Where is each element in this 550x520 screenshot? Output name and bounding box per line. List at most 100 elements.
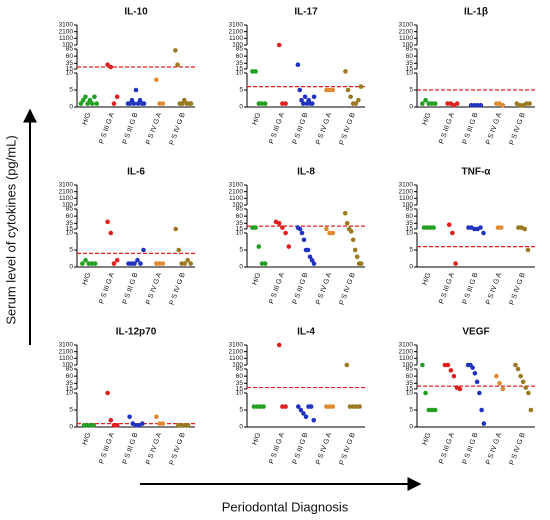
y-tick-label: 0 (69, 424, 73, 431)
x-tick-label: P S IV G A (485, 272, 503, 306)
x-tick-label: P S III G B (122, 432, 140, 466)
data-point (299, 230, 305, 236)
data-point (354, 404, 359, 409)
x-tick-label: P S III G B (122, 112, 140, 146)
data-point (330, 404, 336, 409)
panel-title: VEGF (462, 327, 489, 338)
y-tick-label: 2100 (399, 188, 414, 195)
y-tick-label: 85 (236, 366, 244, 373)
x-tick-label: H/G (252, 112, 263, 126)
x-tick-label: P S III G A (98, 272, 116, 305)
data-point (87, 97, 93, 103)
data-point (330, 87, 336, 93)
data-point (429, 101, 435, 106)
data-point (283, 101, 288, 106)
y-axis-label: Serum level of cytokines (pg/mL) (3, 135, 18, 324)
data-point (256, 244, 262, 249)
panel-title: IL-6 (127, 167, 145, 178)
y-tick-label: 1100 (229, 355, 243, 362)
data-point (176, 247, 181, 253)
data-point (258, 404, 263, 409)
data-point (453, 261, 458, 266)
data-point (111, 423, 117, 428)
data-point (280, 404, 285, 409)
data-point (522, 226, 528, 232)
y-tick-label: 2100 (229, 28, 244, 35)
data-point (105, 62, 110, 68)
y-tick-label: 1100 (59, 195, 73, 202)
x-tick-label: P S IV G B (509, 112, 527, 146)
data-point (311, 94, 317, 100)
y-tick-label: 60 (236, 373, 244, 380)
data-point (358, 84, 364, 89)
data-point (80, 261, 85, 266)
y-tick-label: 10 (66, 390, 74, 397)
data-point (330, 230, 336, 236)
data-point (114, 94, 120, 100)
data-point (188, 101, 194, 106)
data-point (516, 225, 521, 230)
data-point (432, 101, 438, 106)
x-tick-label: P S IV G A (145, 432, 163, 466)
data-point (517, 103, 523, 108)
data-point (500, 103, 506, 108)
data-point (141, 101, 147, 106)
data-point (114, 257, 120, 263)
y-tick-label: 35 (406, 220, 414, 227)
y-tick-label: 5 (239, 87, 243, 94)
data-point (105, 219, 110, 225)
data-point (350, 404, 356, 409)
y-tick-label: 35 (66, 220, 74, 227)
y-tick-label: 15 (406, 66, 414, 73)
x-tick-label: P S III G B (292, 272, 310, 306)
data-point (91, 423, 96, 428)
x-tick-label: H/G (422, 432, 433, 446)
y-tick-label: 100 (402, 362, 413, 369)
y-tick-label: 10 (236, 70, 244, 77)
data-point (429, 407, 435, 413)
x-tick-label: P S III G B (462, 272, 480, 306)
x-tick-label: P S IV G B (169, 432, 187, 466)
data-point (301, 101, 306, 106)
data-point (342, 210, 348, 216)
y-tick-label: 100 (232, 202, 243, 209)
y-tick-label: 60 (236, 53, 244, 60)
y-tick-label: 5 (239, 407, 243, 414)
data-point (160, 101, 166, 106)
x-tick-label: P S III G A (268, 272, 286, 305)
data-point (518, 373, 523, 379)
y-tick-label: 5 (409, 247, 413, 254)
data-point (280, 101, 285, 106)
data-point (353, 101, 359, 106)
data-point (157, 101, 162, 106)
x-tick-label: P S IV G A (315, 272, 333, 306)
data-point (276, 42, 282, 48)
y-tick-label: 100 (402, 42, 413, 49)
y-tick-label: 5 (239, 247, 243, 254)
data-point (446, 222, 452, 228)
data-point (324, 87, 329, 93)
y-tick-label: 35 (66, 380, 74, 387)
y-tick-label: 0 (409, 264, 413, 271)
x-tick-label: P S III G A (98, 112, 116, 145)
y-tick-label: 0 (69, 104, 73, 111)
x-tick-label: P S III G B (462, 112, 480, 146)
data-point (133, 87, 139, 93)
data-point (301, 237, 307, 243)
data-point (179, 423, 184, 428)
y-tick-label: 85 (66, 46, 74, 53)
y-tick-label: 1100 (399, 355, 413, 362)
y-tick-label: 15 (66, 66, 74, 73)
data-point (295, 404, 301, 409)
data-point (81, 423, 87, 428)
y-tick-label: 10 (406, 70, 414, 77)
data-point (176, 423, 181, 428)
x-tick-label: P S III G B (462, 432, 480, 466)
data-point (283, 404, 288, 409)
y-tick-label: 60 (406, 213, 414, 220)
panel-title: IL-10 (124, 7, 148, 18)
data-point (259, 101, 265, 106)
y-tick-label: 35 (406, 380, 414, 387)
panel-title: IL-17 (294, 7, 318, 18)
